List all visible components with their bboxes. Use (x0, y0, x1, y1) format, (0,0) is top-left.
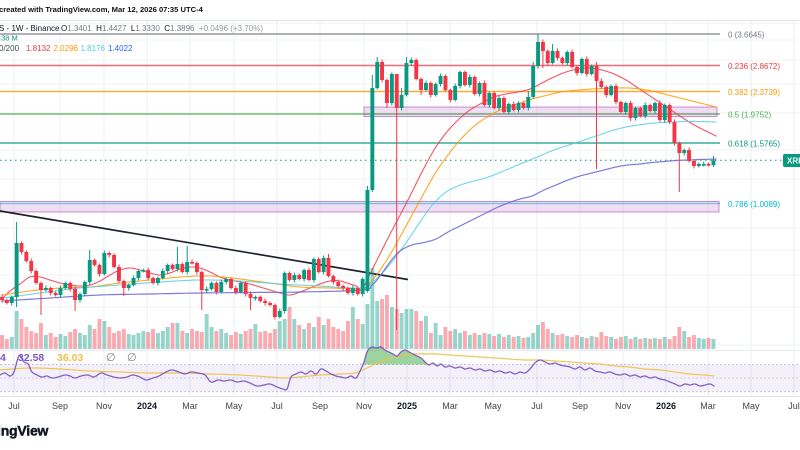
svg-text:Mar: Mar (442, 401, 458, 411)
svg-text:created with TradingView.com,: created with TradingView.com, Mar 12, 20… (0, 5, 204, 14)
svg-text:S - 1W - Binance: S - 1W - Binance (0, 24, 60, 33)
svg-text:1.8176: 1.8176 (81, 44, 106, 53)
svg-text:2.0296: 2.0296 (54, 44, 79, 53)
svg-text:May: May (742, 401, 760, 411)
svg-text:Sep: Sep (572, 401, 588, 411)
svg-text:O1.3401 H1.4427 L1.3330 C1.: O1.3401 H1.4427 L1.3330 C1.3896 +0.0496 … (61, 24, 263, 33)
svg-text:∅: ∅ (106, 352, 116, 364)
svg-text:Nov: Nov (356, 401, 373, 411)
svg-text:0.236 (2.8672): 0.236 (2.8672) (728, 62, 780, 71)
svg-text:0 (3.6645): 0 (3.6645) (728, 31, 765, 40)
svg-text:∅: ∅ (127, 352, 137, 364)
svg-text:ingView: ingView (0, 423, 49, 439)
svg-text:Sep: Sep (312, 401, 328, 411)
svg-text:Jul: Jul (271, 401, 283, 411)
svg-text:36.03: 36.03 (57, 352, 83, 364)
svg-text:2024: 2024 (137, 401, 157, 411)
svg-text:Nov: Nov (615, 401, 632, 411)
svg-text:XRP: XRP (787, 157, 800, 166)
svg-text:May: May (484, 401, 502, 411)
svg-text:2025: 2025 (397, 401, 417, 411)
svg-text:Jul: Jul (531, 401, 543, 411)
svg-text:2026: 2026 (656, 401, 676, 411)
svg-text:Sep: Sep (52, 401, 68, 411)
svg-text:0/200: 0/200 (0, 44, 20, 53)
svg-text:1.8132: 1.8132 (26, 44, 51, 53)
svg-text:0.5 (1.9752): 0.5 (1.9752) (728, 111, 771, 120)
svg-text:0.382 (2.3739): 0.382 (2.3739) (728, 88, 780, 97)
svg-text:0.618 (1.5765): 0.618 (1.5765) (728, 140, 780, 149)
svg-text:Jul: Jul (788, 401, 800, 411)
svg-text:0.786 (1.0089): 0.786 (1.0089) (728, 200, 780, 209)
svg-text:.38 M: .38 M (0, 34, 18, 43)
svg-text:May: May (225, 401, 243, 411)
svg-text:32.58: 32.58 (18, 352, 44, 364)
svg-text:1.4022: 1.4022 (108, 44, 133, 53)
svg-text:Nov: Nov (96, 401, 113, 411)
svg-text:Jul: Jul (8, 401, 20, 411)
svg-text:Mar: Mar (700, 401, 716, 411)
svg-text:Mar: Mar (182, 401, 198, 411)
svg-text:4: 4 (0, 352, 6, 364)
